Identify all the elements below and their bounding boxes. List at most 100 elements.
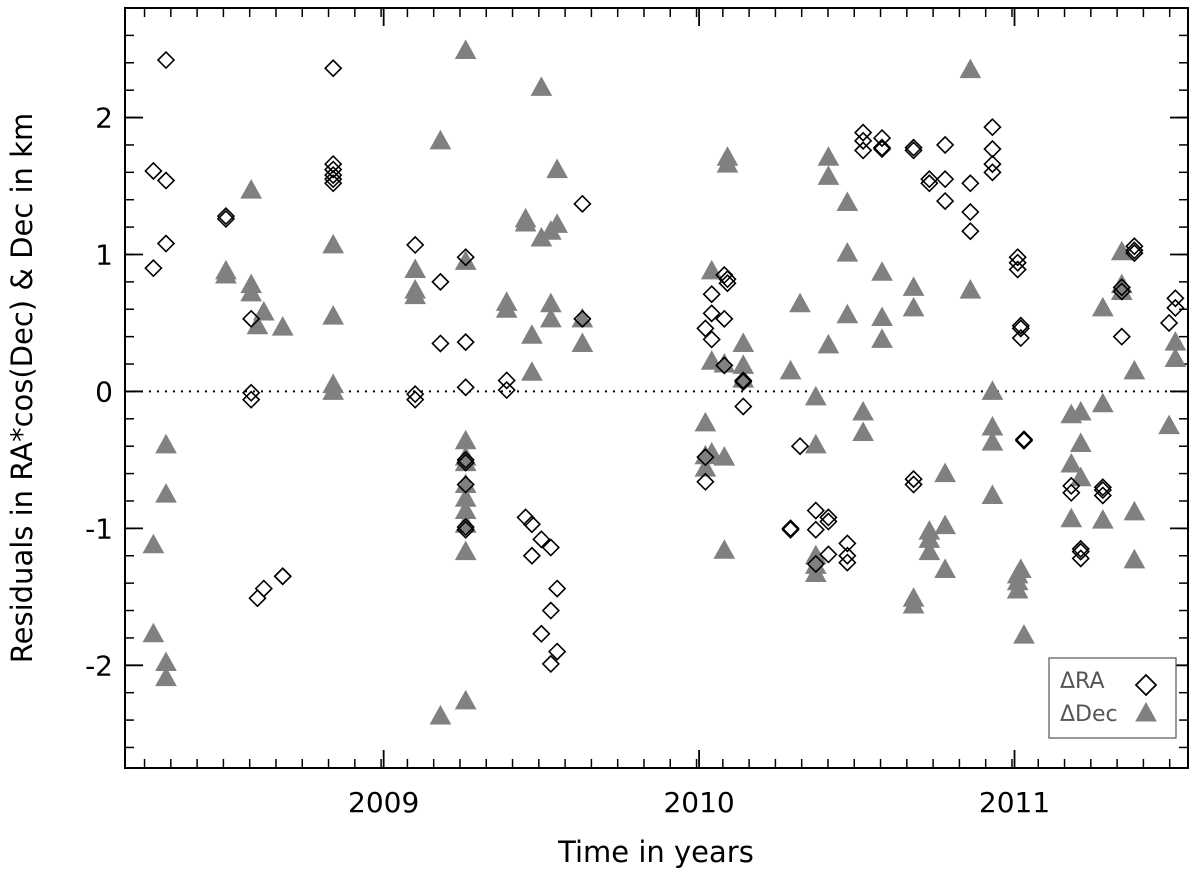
dec-point: [804, 433, 827, 454]
ra-point: [838, 553, 857, 572]
ra-point: [254, 579, 273, 598]
data-points: [142, 39, 1187, 725]
ra-point: [1093, 486, 1112, 505]
dec-point: [902, 594, 925, 614]
ra-point: [983, 118, 1002, 137]
ra-point: [872, 139, 892, 159]
ra-point: [904, 475, 923, 494]
ra-point: [541, 538, 560, 557]
ra-point: [548, 579, 567, 598]
dec-point: [454, 689, 477, 710]
dec-point: [1123, 500, 1146, 521]
ra-point: [718, 270, 737, 289]
legend: ΔRA ΔDec: [1048, 657, 1177, 739]
ra-point: [718, 274, 737, 293]
ra-point: [456, 450, 475, 470]
ra-point: [961, 202, 980, 222]
dec-point: [817, 333, 840, 354]
ra-point: [1112, 327, 1131, 346]
ra-point: [156, 234, 176, 253]
dec-point: [142, 622, 165, 643]
dec-point: [1091, 509, 1114, 529]
y-axis-label: Residuals in RA*cos(Dec) & Dec in km: [5, 113, 39, 663]
ra-point: [872, 138, 892, 157]
dec-point: [546, 158, 568, 179]
dec-point: [495, 298, 518, 318]
ra-point: [819, 508, 838, 527]
ra-point: [456, 475, 475, 494]
ra-point: [702, 330, 721, 349]
ra-point: [144, 259, 163, 278]
ra-point: [1093, 478, 1112, 497]
ra-point: [406, 390, 425, 409]
ra-point: [532, 624, 551, 643]
ra-point: [696, 319, 715, 338]
ra-point: [781, 519, 800, 538]
dec-point: [142, 533, 165, 554]
dec-point: [981, 484, 1004, 504]
dec-point: [1006, 578, 1029, 599]
dec-point: [454, 540, 477, 561]
ra-point: [872, 128, 892, 148]
dec-point: [404, 258, 427, 279]
dec-point: [1091, 296, 1114, 317]
dec-point: [539, 307, 562, 328]
dec-point: [271, 316, 294, 336]
ra-point: [806, 520, 825, 539]
dec-point: [871, 306, 893, 326]
dec-point: [934, 462, 956, 483]
ra-point: [573, 309, 592, 328]
dec-point: [713, 446, 736, 466]
ra-point: [242, 390, 261, 409]
dec-point: [252, 300, 275, 321]
ra-point: [1166, 289, 1185, 308]
ra-point: [541, 654, 560, 674]
dec-point: [454, 429, 477, 450]
ra-point: [522, 546, 542, 565]
ra-point: [541, 601, 560, 620]
dec-point: [700, 259, 723, 280]
x-axis-ticks: 2009 2010 2011: [143, 8, 1171, 819]
ra-point: [1008, 253, 1027, 272]
dec-point: [902, 296, 925, 317]
ra-point: [853, 141, 873, 160]
ra-point: [838, 546, 857, 565]
dec-point: [902, 276, 925, 296]
ra-point: [1008, 248, 1027, 267]
dec-point: [934, 558, 956, 578]
ra-point: [1125, 237, 1144, 256]
dec-point: [1069, 400, 1092, 421]
dec-point: [852, 400, 874, 421]
dec-point: [959, 279, 982, 299]
ra-point: [522, 515, 542, 534]
dec-point: [1123, 359, 1146, 380]
ra-point: [548, 642, 567, 661]
dec-point: [240, 179, 263, 199]
dec-point: [571, 332, 594, 352]
ra-point: [904, 469, 923, 489]
ra-point: [532, 530, 551, 549]
ra-point: [696, 448, 715, 467]
dec-point: [804, 385, 827, 406]
ra-point: [734, 372, 753, 391]
ra-point: [904, 138, 923, 157]
ra-point: [920, 174, 939, 193]
ra-point: [781, 520, 800, 539]
ra-point: [273, 567, 292, 586]
dec-point: [322, 380, 345, 400]
dec-point: [836, 303, 859, 324]
dec-point: [789, 292, 811, 313]
dec-point: [1060, 507, 1083, 528]
ra-point: [983, 154, 1002, 174]
ra-point: [961, 222, 980, 241]
ra-point: [853, 123, 873, 142]
ra-point: [1125, 243, 1144, 263]
y-tick-label: 2: [95, 102, 113, 135]
dec-point: [155, 483, 177, 503]
dec-point: [1091, 392, 1114, 413]
dec-point: [322, 233, 345, 254]
ra-point: [156, 50, 176, 70]
y-axis-ticks: -2 -1 0 1 2: [85, 7, 1188, 749]
ra-point: [806, 501, 825, 520]
